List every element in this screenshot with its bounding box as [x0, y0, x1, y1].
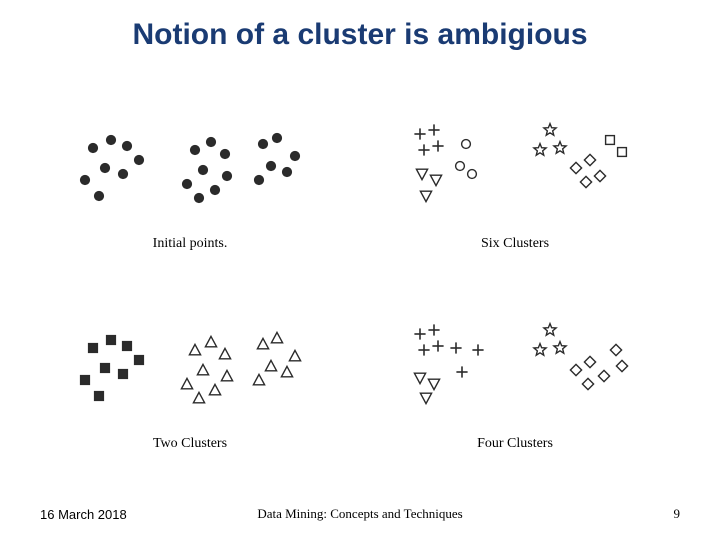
slide: { "title": { "text": "Notion of a cluste…: [0, 0, 720, 540]
caption-initial: Initial points.: [75, 236, 305, 252]
scatter-two: [75, 320, 305, 430]
slide-title: Notion of a cluster is ambigious: [0, 18, 720, 52]
scatter-initial: [75, 120, 305, 230]
caption-two: Two Clusters: [75, 436, 305, 452]
scatter-four: [400, 320, 630, 430]
panel-six: Six Clusters: [400, 120, 630, 252]
scatter-six: [400, 120, 630, 230]
panel-four: Four Clusters: [400, 320, 630, 452]
page-number: 9: [674, 506, 681, 522]
panel-initial: Initial points.: [75, 120, 305, 252]
footer-title: Data Mining: Concepts and Techniques: [0, 506, 720, 522]
panel-two: Two Clusters: [75, 320, 305, 452]
caption-six: Six Clusters: [400, 236, 630, 252]
caption-four: Four Clusters: [400, 436, 630, 452]
